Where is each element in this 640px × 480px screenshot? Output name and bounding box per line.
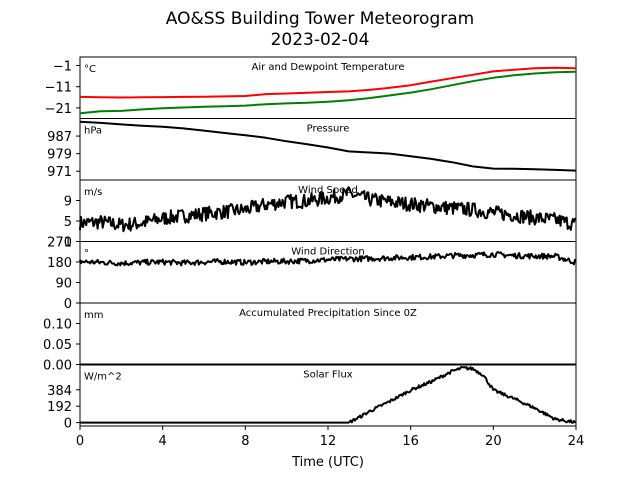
x-tick-label: 16 [402, 434, 419, 449]
panel-wind-direction: 0 90 180 270 ° Wind Direction [47, 236, 577, 312]
y-tick-label: 0.05 [43, 338, 72, 353]
y-tick-label: −21 [45, 102, 72, 117]
x-tick-label: 20 [485, 434, 502, 449]
x-tick-label: 0 [76, 434, 84, 449]
panel-precipitation: 0.00 0.05 0.10 mm Accumulated Precipitation … [43, 302, 577, 374]
panel-unit: m/s [84, 187, 102, 198]
series-line [79, 120, 577, 172]
series-line [79, 251, 577, 267]
y-tick-label: 987 [47, 130, 72, 145]
x-tick-label: 24 [568, 434, 585, 449]
y-tick-label: 0.00 [43, 359, 72, 374]
y-tick-label: 0.10 [43, 318, 72, 333]
panel-unit: W/m^2 [84, 372, 122, 383]
panel-unit: mm [84, 310, 103, 321]
y-tick-label: 1 [64, 236, 72, 251]
y-tick-label: 0 [64, 297, 72, 312]
x-tick-label: 8 [241, 434, 249, 449]
panel-unit: hPa [84, 126, 102, 137]
y-tick-label: 971 [47, 165, 72, 180]
panel-unit: °C [84, 64, 96, 75]
panel-wind-speed: 1 5 9 m/s Wind Speed [64, 179, 577, 251]
panel-title: Pressure [307, 124, 350, 135]
chart-title: AO&SS Building Tower Meteorogram [166, 9, 474, 29]
panel-title: Accumulated Precipitation Since 0Z [239, 308, 417, 319]
x-tick-label: 4 [159, 434, 167, 449]
series-line [79, 186, 576, 233]
y-tick-label: 9 [64, 195, 72, 210]
y-tick-label: 270 [47, 236, 72, 251]
y-tick-label: 192 [47, 400, 72, 415]
panel-title: Wind Direction [291, 247, 365, 258]
y-tick-label: 979 [47, 148, 72, 163]
y-tick-label: 180 [47, 256, 72, 271]
y-tick-label: −1 [53, 59, 72, 74]
series-line [79, 70, 577, 115]
y-tick-label: 384 [47, 384, 72, 399]
y-tick-label: 5 [64, 215, 72, 230]
series-line [80, 365, 577, 424]
panels: −21 −11 −1 °C Air and Dewpoint Temperature 97… [43, 56, 577, 432]
panel-unit: ° [84, 249, 89, 260]
y-tick-label: 90 [55, 277, 72, 292]
y-tick-label: 0 [64, 417, 72, 432]
series-line [79, 66, 577, 99]
x-tick-label: 12 [320, 434, 337, 449]
x-axis: 0 4 8 12 16 20 24 [76, 426, 584, 449]
panel-title: Solar Flux [303, 370, 353, 381]
chart-subtitle: 2023-02-04 [271, 30, 370, 50]
panel-title: Wind Speed [298, 185, 358, 196]
panel-temperature: −21 −11 −1 °C Air and Dewpoint Temperature [45, 56, 577, 119]
panel-title: Air and Dewpoint Temperature [252, 62, 405, 73]
y-tick-label: −11 [45, 81, 72, 96]
x-axis-label: Time (UTC) [291, 455, 364, 470]
panel-pressure: 971 979 987 hPa Pressure [47, 118, 577, 181]
